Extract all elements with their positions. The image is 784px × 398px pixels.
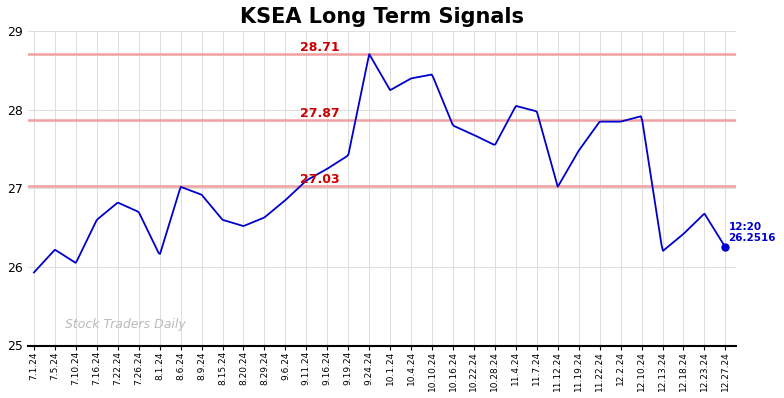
Text: 27.87: 27.87 [300,107,339,120]
Text: 27.03: 27.03 [300,173,339,186]
Text: 12:20
26.2516: 12:20 26.2516 [728,222,776,244]
Text: 28.71: 28.71 [300,41,339,54]
Text: Stock Traders Daily: Stock Traders Daily [65,318,186,332]
Title: KSEA Long Term Signals: KSEA Long Term Signals [240,7,524,27]
